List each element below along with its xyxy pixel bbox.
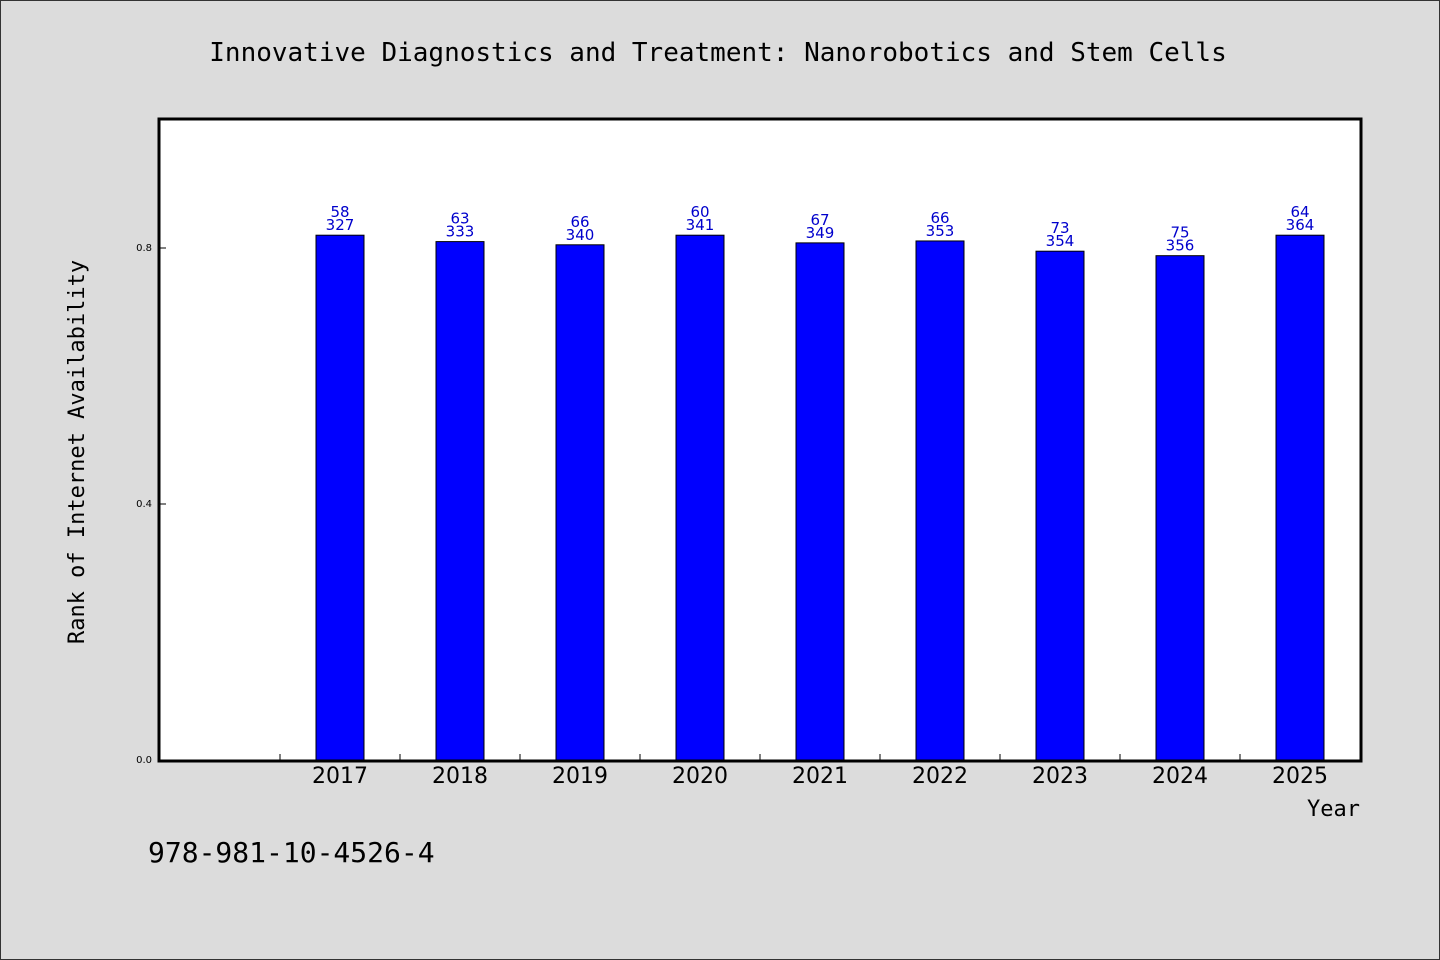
x-tick-label: 2018 bbox=[432, 764, 488, 789]
x-tick-label: 2019 bbox=[552, 764, 608, 789]
x-tick-label: 2025 bbox=[1272, 764, 1328, 789]
data-label-top: 66 bbox=[930, 209, 949, 227]
data-label-bottom: 364 bbox=[1286, 216, 1315, 234]
data-label-top: 66 bbox=[570, 213, 589, 231]
data-label-top: 60 bbox=[690, 203, 709, 221]
y-axis-ticks: 0.0 0.4 0.8 bbox=[136, 243, 166, 766]
bar-2021 bbox=[795, 242, 845, 761]
data-label-top: 58 bbox=[330, 203, 349, 221]
data-label-bottom: 349 bbox=[806, 224, 835, 242]
x-tick-label: 2022 bbox=[912, 764, 968, 789]
data-label-top: 67 bbox=[810, 211, 829, 229]
data-label-top: 64 bbox=[1290, 203, 1309, 221]
x-tick-label: 2020 bbox=[672, 764, 728, 789]
x-tick-label: 2017 bbox=[312, 764, 368, 789]
data-label-top: 73 bbox=[1050, 219, 1069, 237]
data-label-bottom: 333 bbox=[446, 223, 475, 241]
y-tick-label: 0.0 bbox=[136, 755, 152, 766]
data-label-top: 63 bbox=[450, 210, 469, 228]
y-tick-label: 0.4 bbox=[136, 499, 152, 510]
bar-2023 bbox=[1035, 250, 1085, 761]
bar-2018 bbox=[435, 241, 485, 761]
bar-2017 bbox=[315, 234, 365, 761]
x-axis-tick-labels: 2017 2018 2019 2020 2021 2022 2023 2024 2025 bbox=[312, 764, 1328, 789]
data-label-bottom: 353 bbox=[926, 222, 955, 240]
x-tick-label: 2024 bbox=[1152, 764, 1208, 789]
bars-group bbox=[315, 234, 1325, 761]
isbn-label: 978-981-10-4526-4 bbox=[148, 836, 435, 869]
bar-2022 bbox=[915, 240, 965, 761]
x-tick-label: 2023 bbox=[1032, 764, 1088, 789]
data-label-top: 75 bbox=[1170, 224, 1189, 242]
y-tick-label: 0.8 bbox=[136, 243, 152, 254]
bar-2020 bbox=[675, 234, 725, 761]
data-label-bottom: 356 bbox=[1166, 237, 1195, 255]
bar-2025 bbox=[1275, 234, 1325, 761]
data-label-bottom: 327 bbox=[326, 216, 355, 234]
x-axis-label: Year bbox=[1307, 797, 1360, 822]
bar-2024 bbox=[1155, 255, 1205, 761]
chart-title: Innovative Diagnostics and Treatment: Na… bbox=[209, 38, 1226, 68]
x-axis-ticks bbox=[279, 754, 1241, 760]
data-label-bottom: 354 bbox=[1046, 232, 1075, 250]
data-label-bottom: 341 bbox=[686, 216, 715, 234]
bar-2019 bbox=[555, 244, 605, 761]
data-label-bottom: 340 bbox=[566, 226, 595, 244]
x-tick-label: 2021 bbox=[792, 764, 848, 789]
y-axis-label: Rank of Internet Availability bbox=[65, 260, 90, 644]
